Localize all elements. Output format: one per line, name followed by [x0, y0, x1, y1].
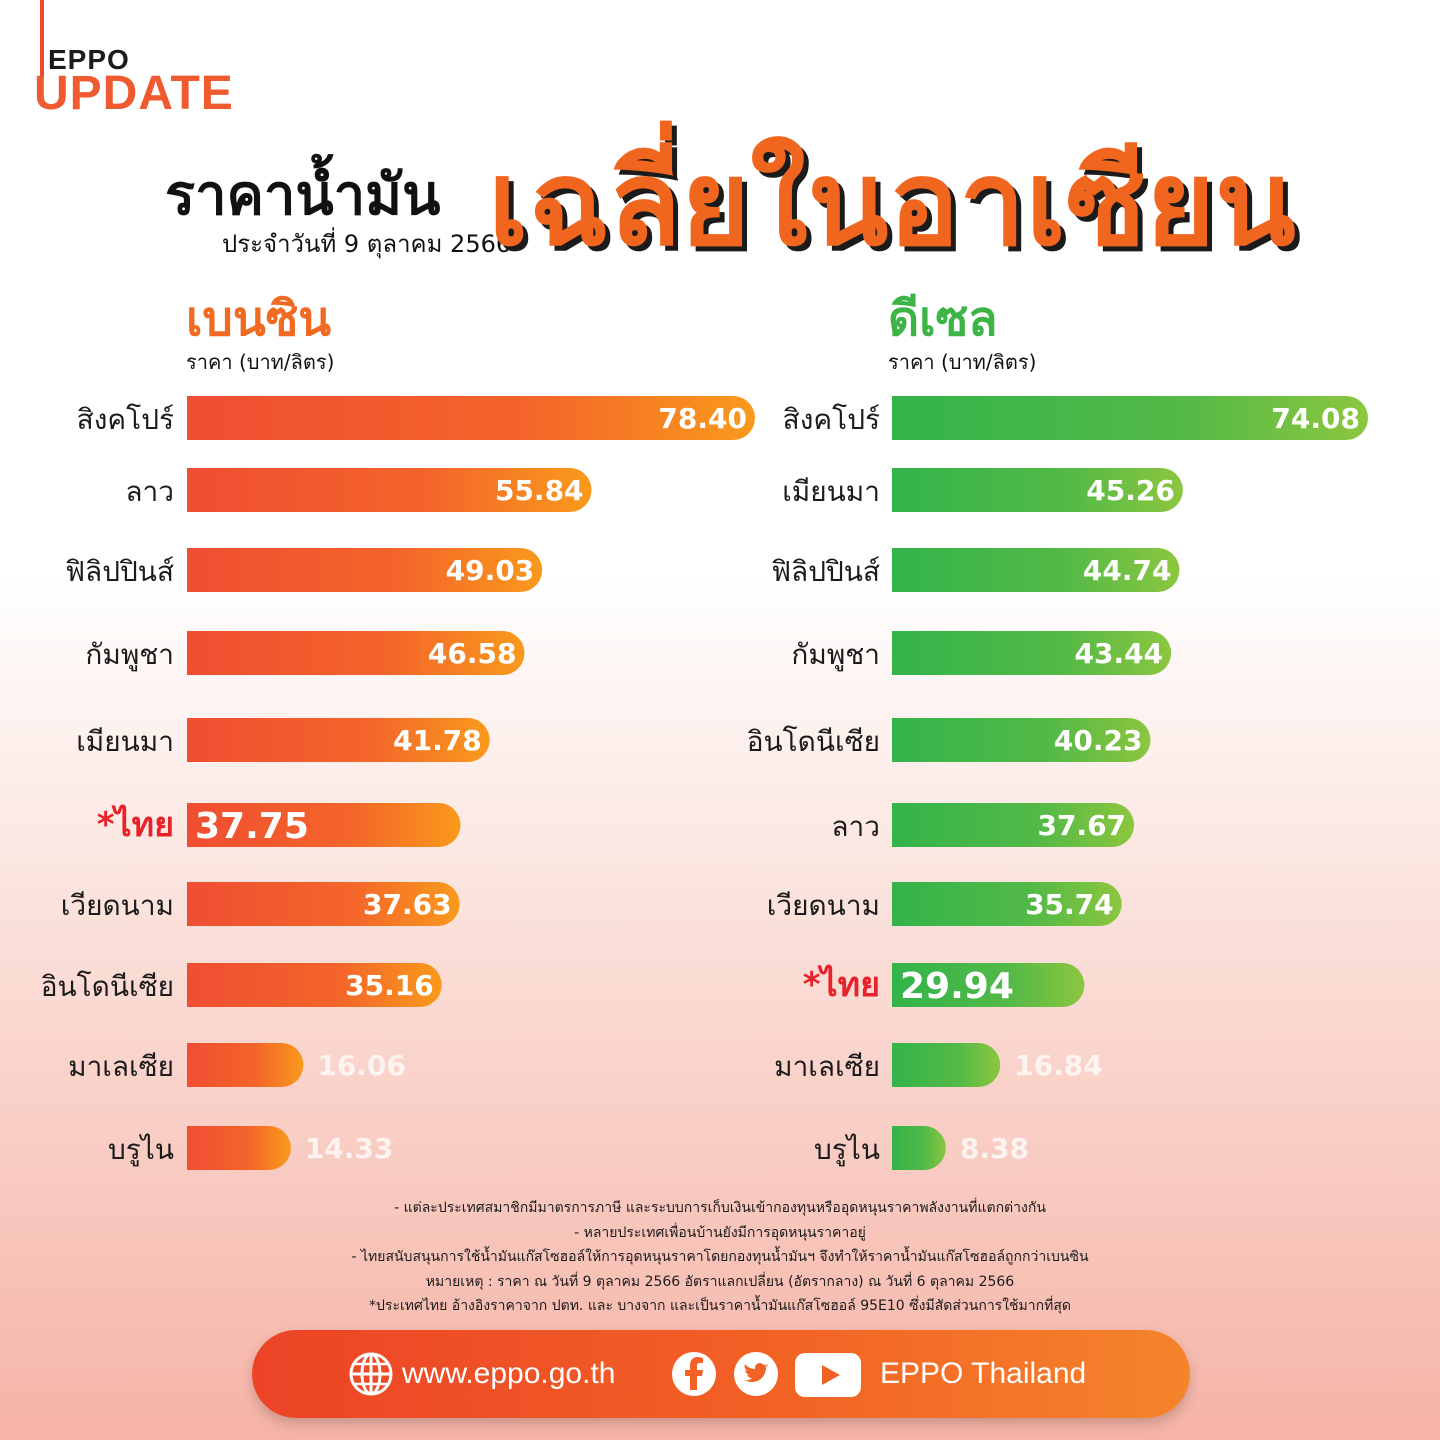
- benzin-bar: [187, 963, 442, 1007]
- diesel-value-label: 8.38: [960, 1132, 1029, 1165]
- diesel-category-label: *ไทย: [803, 964, 880, 1005]
- benzin-bar: [187, 882, 460, 926]
- diesel-category-label: บรูไน: [814, 1133, 880, 1167]
- diesel-value-label: 37.67: [1037, 809, 1126, 842]
- diesel-title: ดีเซล: [888, 291, 998, 347]
- benzin-value-label: 35.16: [345, 969, 434, 1002]
- diesel-value-label: 74.08: [1271, 402, 1360, 435]
- benzin-category-label: เมียนมา: [76, 725, 174, 758]
- note-line: - ไทยสนับสนุนการใช้น้ำมันแก๊สโซฮอล์ให้กา…: [351, 1249, 1089, 1265]
- diesel-bar: [892, 718, 1151, 762]
- benzin-value-label: 14.33: [305, 1132, 394, 1165]
- note-line: - หลายประเทศเพื่อนบ้านยังมีการอุดหนุนราค…: [574, 1224, 866, 1241]
- youtube-icon[interactable]: [794, 1352, 862, 1398]
- benzin-bar: [187, 718, 490, 762]
- benzin-value-label: 41.78: [393, 724, 482, 757]
- benzin-category-label: เวียดนาม: [61, 889, 174, 922]
- benzin-bar: [187, 396, 755, 440]
- benzin-bar: [187, 1126, 291, 1170]
- diesel-value-label: 45.26: [1086, 474, 1175, 507]
- diesel-bar: [892, 1126, 946, 1170]
- diesel-value-label: 40.23: [1054, 724, 1143, 757]
- diesel-unit: ราคา (บาท/ลิตร): [888, 350, 1037, 374]
- benzin-category-label: กัมพูชา: [85, 638, 174, 672]
- diesel-value-label: 43.44: [1075, 637, 1164, 670]
- benzin-header: เบนซิน ราคา (บาท/ลิตร): [186, 290, 334, 378]
- diesel-bar: [892, 396, 1368, 440]
- diesel-category-label: เวียดนาม: [767, 889, 880, 922]
- title-main: ราคาน้ำมัน: [165, 163, 441, 228]
- benzin-category-label: ฟิลิปปินส์: [65, 555, 174, 588]
- diesel-bar: [892, 882, 1122, 926]
- diesel-value-label: 35.74: [1025, 888, 1114, 921]
- diesel-category-label: สิงคโปร์: [783, 403, 880, 436]
- benzin-unit: ราคา (บาท/ลิตร): [186, 350, 335, 374]
- benzin-value-label: 55.84: [495, 474, 584, 507]
- diesel-value-label: 16.84: [1014, 1049, 1103, 1082]
- benzin-category-label: อินโดนีเซีย: [41, 970, 174, 1003]
- title-accent: เฉลี่ยในอาเซียน: [488, 134, 1296, 272]
- benzin-title: เบนซิน: [186, 291, 332, 347]
- benzin-category-label: ลาว: [125, 475, 174, 508]
- benzin-bar: [187, 548, 543, 592]
- brand-update: UPDATE: [34, 67, 234, 120]
- benzin-category-label: สิงคโปร์: [77, 403, 174, 436]
- note-line: หมายเหตุ : ราคา ณ วันที่ 9 ตุลาคม 2566 อ…: [425, 1273, 1015, 1290]
- benzin-category-label: บรูไน: [108, 1133, 174, 1167]
- diesel-category-label: อินโดนีเซีย: [747, 725, 880, 758]
- benzin-value-label: 46.58: [428, 637, 517, 670]
- benzin-bar: [187, 468, 592, 512]
- diesel-category-label: ฟิลิปปินส์: [771, 555, 880, 588]
- benzin-bar: [187, 631, 525, 675]
- benzin-value-label: 16.06: [317, 1049, 406, 1082]
- benzin-bar: [187, 803, 461, 847]
- diesel-category-label: เมียนมา: [782, 475, 880, 508]
- benzin-value-label: 78.40: [658, 402, 747, 435]
- benzin-category-label: มาเลเซีย: [68, 1050, 174, 1083]
- website-link[interactable]: www.eppo.go.th: [402, 1357, 616, 1390]
- diesel-value-label: 44.74: [1083, 554, 1172, 587]
- diesel-category-label: กัมพูชา: [791, 638, 880, 672]
- globe-icon: [349, 1352, 393, 1396]
- brand-eppo: EPPO: [48, 44, 130, 75]
- diesel-bar: [892, 803, 1135, 847]
- title-date: ประจำวันที่ 9 ตุลาคม 2566: [222, 230, 512, 258]
- diesel-category-label: ลาว: [831, 810, 880, 843]
- brand-line: [40, 0, 44, 78]
- brand-logo: EPPO UPDATE: [34, 0, 274, 120]
- footer-bar: www.eppo.go.th EPPO Thailand: [252, 1330, 1190, 1418]
- note-line: *ประเทศไทย อ้างอิงราคาจาก ปตท. และ บางจา…: [369, 1298, 1071, 1314]
- diesel-header: ดีเซล ราคา (บาท/ลิตร): [888, 290, 1036, 378]
- benzin-value-label: 37.63: [363, 888, 452, 921]
- diesel-bar: [892, 631, 1172, 675]
- footnotes: - แต่ละประเทศสมาชิกมีมาตรการภาษี และระบบ…: [0, 1196, 1440, 1319]
- diesel-bar: [892, 1043, 1001, 1087]
- diesel-bar: [892, 468, 1183, 512]
- benzin-category-label: *ไทย: [97, 804, 174, 845]
- twitter-icon[interactable]: [732, 1350, 780, 1398]
- diesel-bar: [892, 548, 1180, 592]
- facebook-icon[interactable]: [670, 1350, 718, 1398]
- diesel-value-label: 29.94: [900, 966, 1014, 1007]
- benzin-value-label: 37.75: [195, 806, 309, 847]
- note-line: - แต่ละประเทศสมาชิกมีมาตรการภาษี และระบบ…: [394, 1200, 1046, 1216]
- benzin-bar: [187, 1043, 304, 1087]
- diesel-category-label: มาเลเซีย: [774, 1050, 880, 1083]
- social-handle: EPPO Thailand: [880, 1357, 1087, 1390]
- diesel-bar: [892, 963, 1085, 1007]
- benzin-value-label: 49.03: [446, 554, 535, 587]
